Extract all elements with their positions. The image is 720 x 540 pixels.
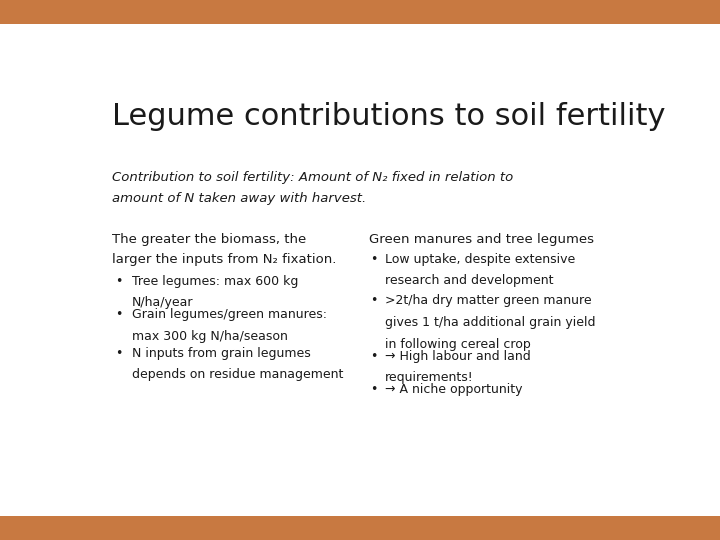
Text: The greater the biomass, the: The greater the biomass, the	[112, 233, 307, 246]
Text: depends on residue management: depends on residue management	[132, 368, 343, 381]
Text: Low uptake, despite extensive: Low uptake, despite extensive	[384, 253, 575, 266]
Text: gives 1 t/ha additional grain yield: gives 1 t/ha additional grain yield	[384, 316, 595, 329]
Text: •: •	[370, 294, 377, 307]
Text: •: •	[370, 253, 377, 266]
Text: max 300 kg N/ha/season: max 300 kg N/ha/season	[132, 329, 288, 343]
Text: •: •	[115, 347, 122, 360]
Text: N inputs from grain legumes: N inputs from grain legumes	[132, 347, 310, 360]
Text: •: •	[115, 308, 122, 321]
Text: >2t/ha dry matter green manure: >2t/ha dry matter green manure	[384, 294, 591, 307]
Text: → High labour and land: → High labour and land	[384, 349, 531, 363]
Text: Green manures and tree legumes: Green manures and tree legumes	[369, 233, 594, 246]
Text: •: •	[370, 349, 377, 363]
Text: Tree legumes: max 600 kg: Tree legumes: max 600 kg	[132, 275, 298, 288]
Text: Contribution to soil fertility: Amount of N₂ fixed in relation to: Contribution to soil fertility: Amount o…	[112, 171, 513, 184]
Text: larger the inputs from N₂ fixation.: larger the inputs from N₂ fixation.	[112, 253, 337, 266]
Text: → A niche opportunity: → A niche opportunity	[384, 383, 522, 396]
Text: requirements!: requirements!	[384, 371, 473, 384]
Text: amount of N taken away with harvest.: amount of N taken away with harvest.	[112, 192, 366, 205]
Text: in following cereal crop: in following cereal crop	[384, 338, 531, 350]
Text: Legume contributions to soil fertility: Legume contributions to soil fertility	[112, 102, 666, 131]
Text: •: •	[115, 275, 122, 288]
Text: Grain legumes/green manures:: Grain legumes/green manures:	[132, 308, 327, 321]
Text: •: •	[370, 383, 377, 396]
Text: N/ha/year: N/ha/year	[132, 296, 194, 309]
Text: research and development: research and development	[384, 274, 553, 287]
